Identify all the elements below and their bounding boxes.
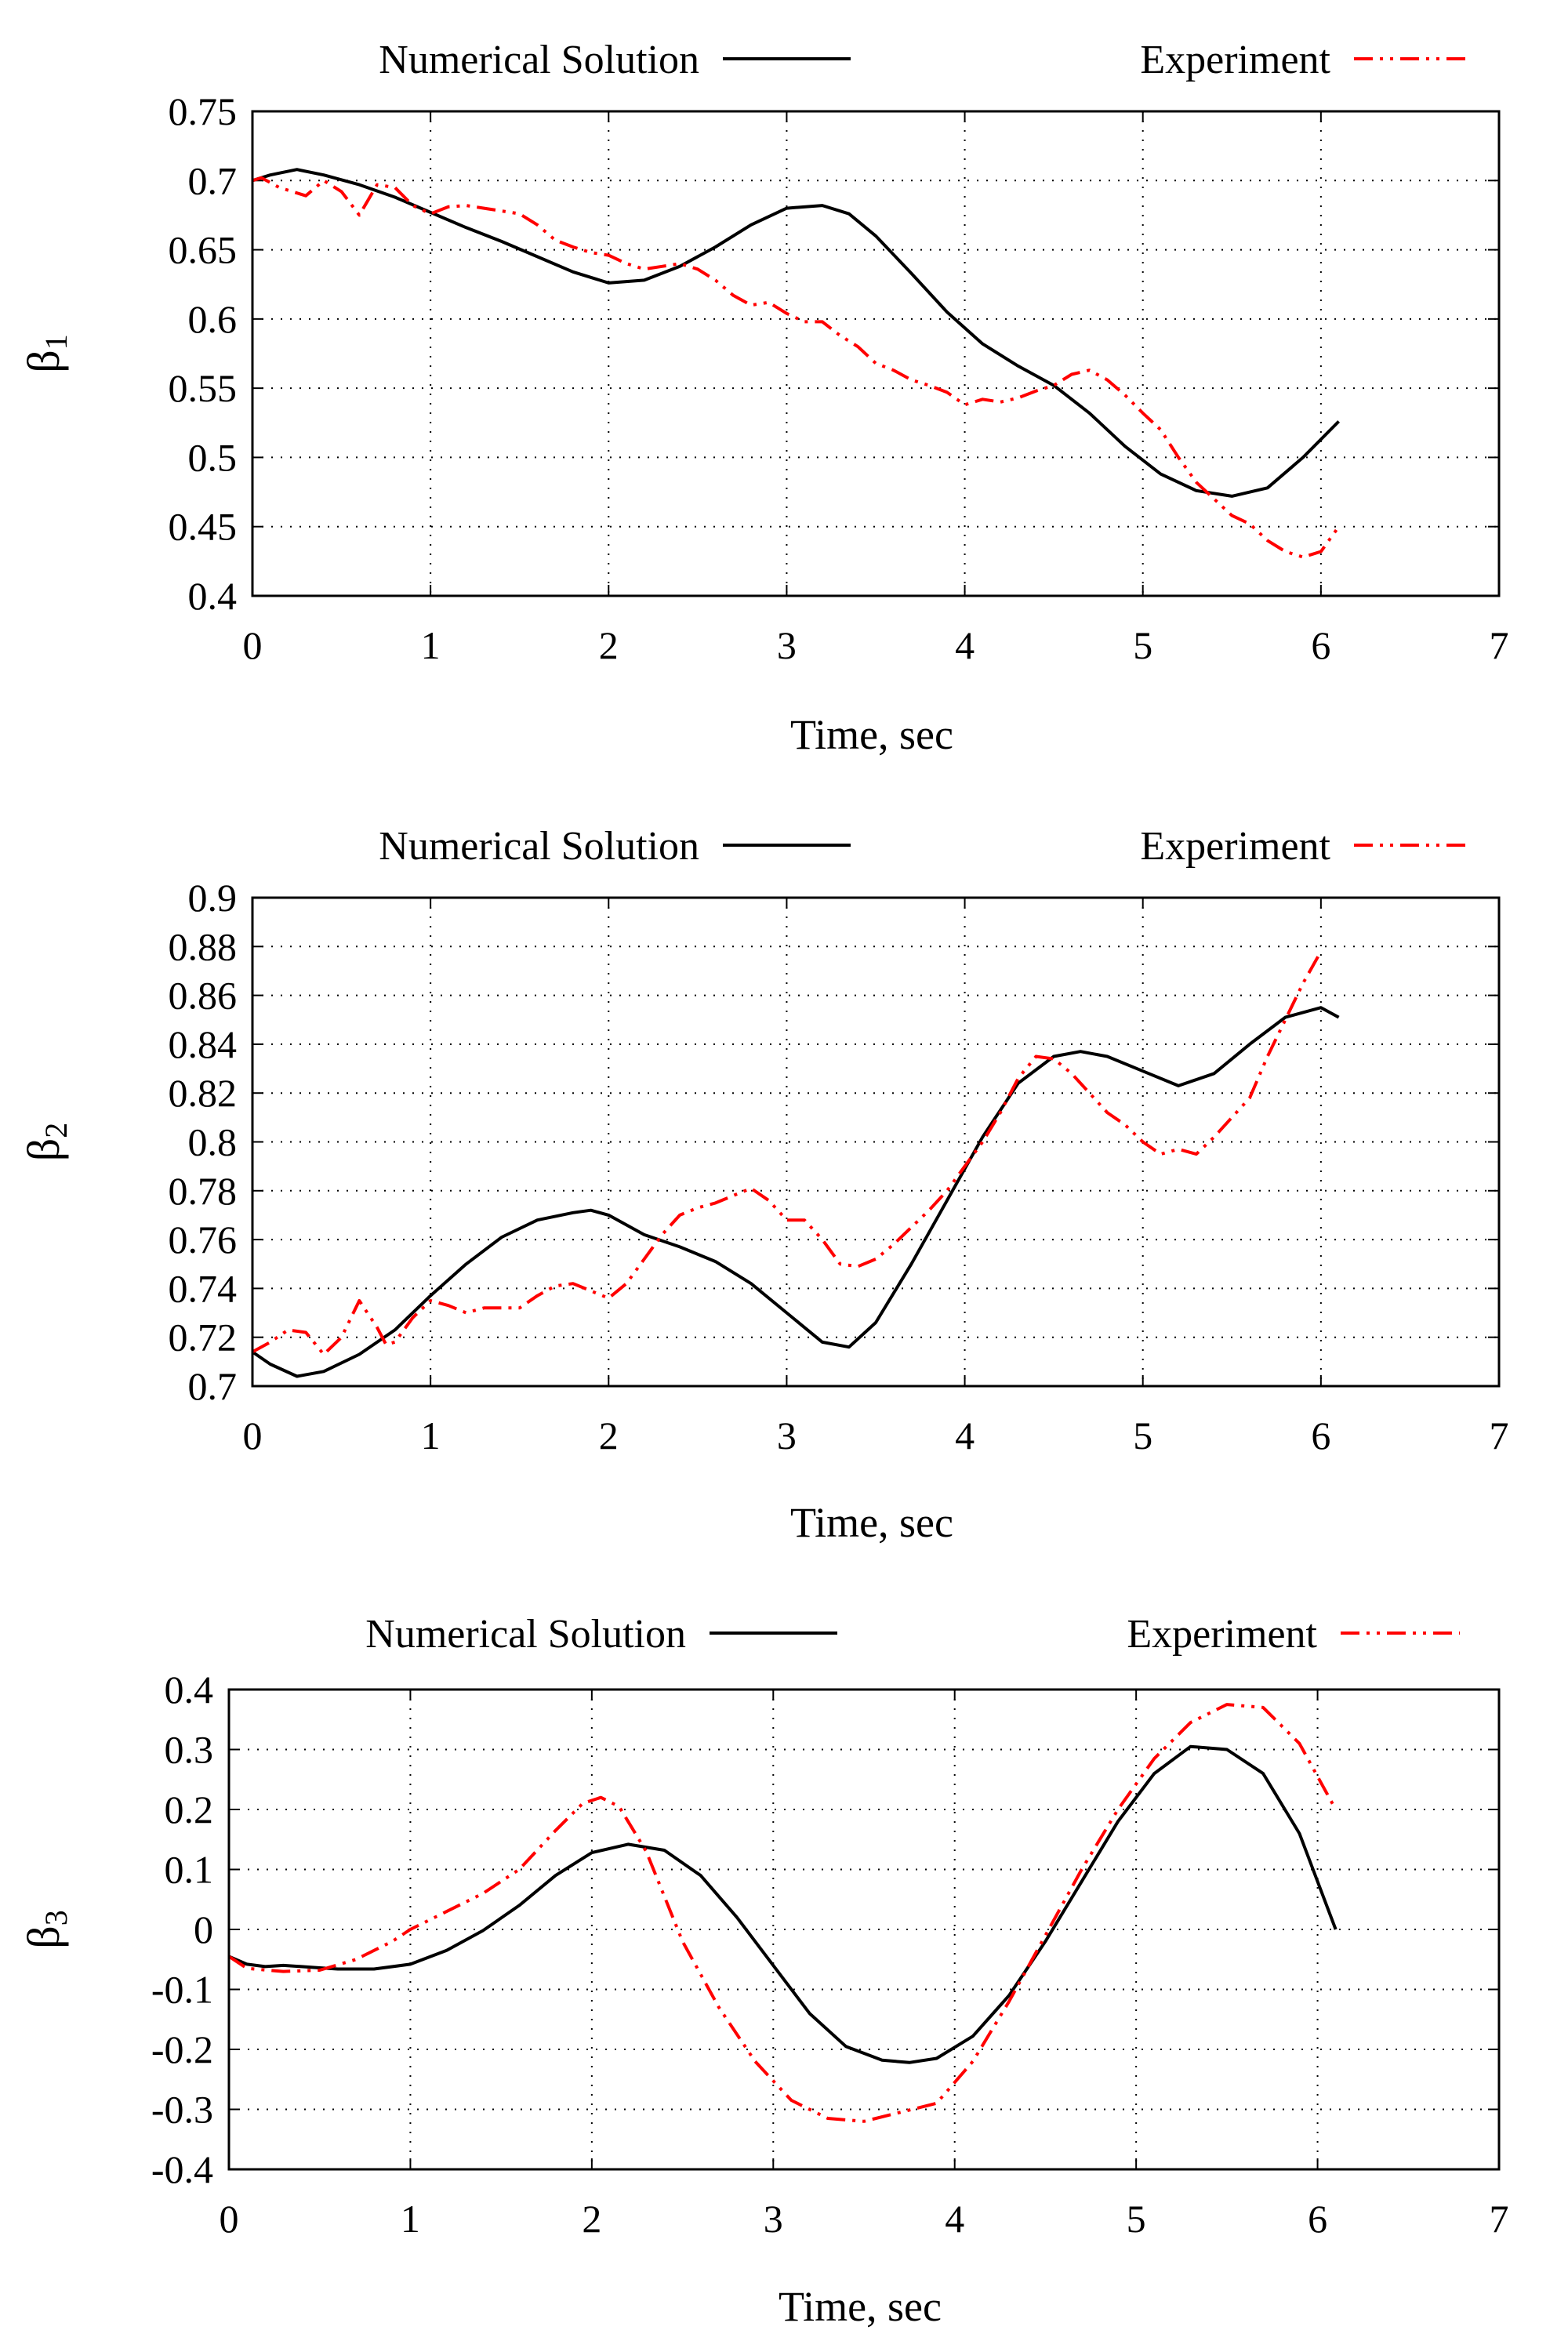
y-tick-label: 0: [194, 1907, 213, 1951]
legend: Numerical Solution Experiment: [379, 824, 1468, 869]
y-tick-label: 0.88: [169, 924, 238, 968]
y-tick-label: -0.3: [151, 2088, 213, 2132]
y-tick-label: 0.8: [188, 1120, 238, 1164]
x-tick-label: 0: [243, 623, 263, 667]
y-tick-label: 0.82: [169, 1071, 238, 1115]
series-line-numerical-solution: [252, 168, 1341, 498]
x-tick-label: 4: [955, 1414, 975, 1457]
plot-frame: [251, 896, 1501, 1388]
x-tick-label: 3: [777, 623, 797, 667]
y-tick-label: 0.78: [169, 1169, 238, 1213]
series-line-experiment: [252, 950, 1323, 1356]
y-tick-label: 0.55: [169, 366, 238, 410]
chart-panel-3: 0 1 2 3 4 5 6 7 -0.4 -0.3 -0.2 -0.1 0 0.1 0.2 0.3 0.4 Tim…: [18, 1612, 1508, 2330]
y-tick-label: 0.45: [169, 505, 238, 549]
y-tick-label: 0.4: [188, 574, 238, 618]
legend-label-experiment: Experiment: [1140, 824, 1330, 869]
y-tick-label: -0.1: [151, 1968, 213, 2012]
x-tick-label: 7: [1490, 2197, 1509, 2241]
x-axis-label: Time, sec: [779, 2283, 942, 2330]
legend-label-numerical-solution: Numerical Solution: [379, 824, 699, 869]
x-tick-label: 6: [1308, 2197, 1327, 2241]
x-tick-label: 4: [945, 2197, 964, 2241]
x-tick-label: 4: [955, 623, 975, 667]
legend-label-experiment: Experiment: [1140, 38, 1330, 82]
x-tick-label: 1: [401, 2197, 420, 2241]
y-axis-label: β1: [18, 334, 74, 373]
series-line-numerical-solution: [228, 1744, 1338, 2064]
x-tick-label: 1: [421, 623, 441, 667]
x-tick-label: 0: [220, 2197, 239, 2241]
y-tick-label: -0.2: [151, 2027, 213, 2071]
y-tick-label: 0.3: [165, 1728, 214, 1772]
x-tick-label: 7: [1490, 1414, 1509, 1457]
y-tick-label: 0.76: [169, 1218, 238, 1261]
chart-panel-2: 0 1 2 3 4 5 6 70.70.720.740.760.780.80.820.840.…: [18, 824, 1508, 1546]
y-tick-label: 0.84: [169, 1022, 238, 1066]
legend-label-experiment: Experiment: [1127, 1612, 1317, 1657]
y-tick-label: 0.74: [169, 1266, 238, 1310]
y-tick-label: 0.7: [188, 1364, 238, 1408]
legend-label-numerical-solution: Numerical Solution: [365, 1612, 686, 1657]
y-tick-label: -0.4: [151, 2147, 213, 2191]
x-tick-label: 0: [243, 1414, 263, 1457]
plot-frame: [251, 110, 1501, 597]
x-tick-label: 3: [777, 1414, 797, 1457]
x-tick-label: 5: [1127, 2197, 1146, 2241]
x-tick-label: 2: [582, 2197, 601, 2241]
y-axis-label: β3: [18, 1910, 74, 1949]
x-tick-label: 6: [1311, 623, 1330, 667]
x-tick-label: 1: [421, 1414, 441, 1457]
y-tick-label: 0.9: [188, 876, 238, 920]
x-tick-label: 5: [1133, 1414, 1152, 1457]
series-line-numerical-solution: [251, 1006, 1340, 1378]
x-tick-label: 2: [599, 1414, 619, 1457]
y-tick-label: 0.6: [188, 297, 238, 341]
y-tick-label: 0.2: [165, 1788, 214, 1831]
y-tick-label: 0.5: [188, 435, 238, 479]
x-axis-label: Time, sec: [790, 711, 953, 758]
y-tick-label: 0.75: [169, 89, 238, 133]
y-tick-label: 0.65: [169, 228, 238, 272]
chart-panel-1: 0 1 2 3 4 5 6 7 0.4 0.45 0.5 0.55 0.6 0.65 0.7 0.75 Time…: [18, 38, 1508, 758]
y-tick-label: 0.86: [169, 974, 238, 1018]
y-tick-label: 0.1: [165, 1848, 214, 1892]
y-tick-label: 0.7: [188, 158, 238, 202]
x-tick-label: 5: [1133, 623, 1152, 667]
legend-label-numerical-solution: Numerical Solution: [379, 38, 699, 82]
x-tick-label: 6: [1311, 1414, 1330, 1457]
y-tick-label: 0.72: [169, 1316, 238, 1359]
series-line-experiment: [252, 176, 1341, 559]
x-tick-label: 2: [599, 623, 619, 667]
x-tick-label: 7: [1490, 623, 1509, 667]
x-axis-label: Time, sec: [790, 1499, 953, 1546]
legend: Numerical Solution Experiment: [379, 38, 1468, 82]
plot-frame: [227, 1688, 1501, 2171]
y-tick-label: 0.4: [165, 1668, 214, 1711]
x-tick-label: 3: [764, 2197, 783, 2241]
series-line-experiment: [227, 1703, 1338, 2123]
legend: Numerical Solution Experiment: [365, 1612, 1460, 1657]
y-axis-label: β2: [18, 1123, 74, 1162]
